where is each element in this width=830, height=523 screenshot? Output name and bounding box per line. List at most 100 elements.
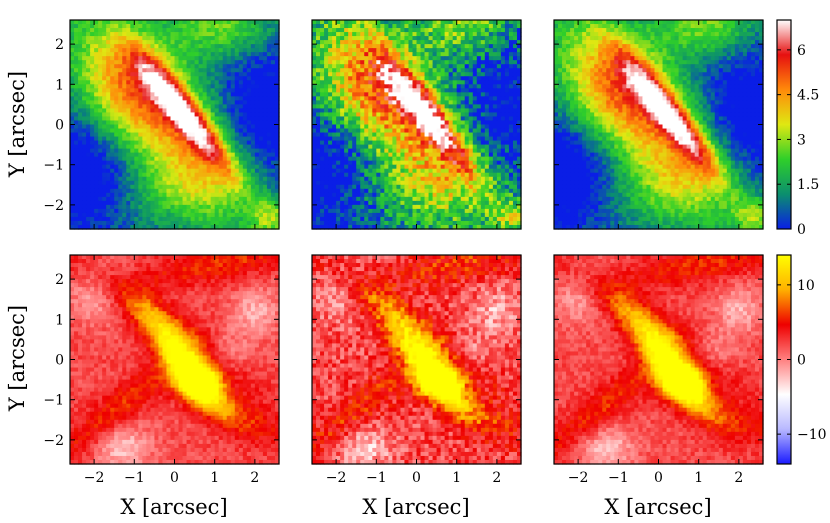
heatmap-cell <box>456 84 462 89</box>
heatmap-cell <box>254 40 260 45</box>
heatmap-cell <box>74 188 79 194</box>
heatmap-cell <box>154 68 160 73</box>
heatmap-cell <box>324 120 329 126</box>
heatmap-cell <box>198 164 204 170</box>
heatmap-cell <box>266 184 272 190</box>
heatmap-cell <box>452 128 458 134</box>
heatmap-cell <box>336 156 341 162</box>
heatmap-cell <box>270 20 276 25</box>
heatmap-cell <box>372 144 377 150</box>
heatmap-cell <box>222 96 228 101</box>
heatmap-cell <box>134 96 139 101</box>
heatmap-cell <box>340 136 345 142</box>
heatmap-cell <box>508 172 514 178</box>
heatmap-cell <box>126 140 131 146</box>
heatmap-cell <box>320 96 325 101</box>
heatmap-cell <box>158 220 164 226</box>
heatmap-cell <box>206 180 212 186</box>
heatmap-cell <box>356 128 361 134</box>
heatmap-cell <box>86 92 91 97</box>
heatmap-cell <box>78 84 83 89</box>
heatmap-cell <box>400 124 406 130</box>
heatmap-cell <box>126 88 131 93</box>
heatmap-cell <box>392 44 397 49</box>
heatmap-cell <box>162 204 168 210</box>
heatmap-cell <box>492 24 498 29</box>
heatmap-cell <box>516 24 522 29</box>
heatmap-cell <box>122 224 127 230</box>
heatmap-cell <box>392 192 397 198</box>
heatmap-cell <box>336 180 341 186</box>
heatmap-cell <box>312 48 317 53</box>
heatmap-cell <box>182 184 188 190</box>
heatmap-cell <box>440 104 446 110</box>
heatmap-cell <box>122 196 127 202</box>
heatmap-cell <box>134 56 139 61</box>
heatmap-cell <box>262 84 268 89</box>
heatmap-cell <box>274 184 280 190</box>
heatmap-cell <box>82 168 87 174</box>
heatmap-cell <box>90 144 95 150</box>
heatmap-cell <box>452 96 458 101</box>
heatmap-cell <box>162 40 168 45</box>
heatmap-cell <box>444 152 450 158</box>
heatmap-cell <box>320 128 325 134</box>
heatmap-cell <box>508 72 514 77</box>
heatmap-cell <box>340 176 345 182</box>
heatmap-cell <box>360 188 365 194</box>
heatmap-cell <box>448 92 454 97</box>
heatmap-cell <box>496 104 502 110</box>
heatmap-cell <box>190 176 196 182</box>
heatmap-cell <box>480 88 486 93</box>
heatmap-cell <box>242 148 248 154</box>
heatmap-cell <box>206 208 212 214</box>
heatmap-cell <box>238 64 244 69</box>
heatmap-cell <box>94 48 99 53</box>
heatmap-cell <box>250 196 256 202</box>
heatmap-cell <box>380 112 385 118</box>
heatmap-cell <box>400 176 406 182</box>
heatmap-cell <box>142 124 147 130</box>
heatmap-cell <box>432 80 438 85</box>
heatmap-cell <box>78 224 83 230</box>
heatmap-cell <box>174 20 180 25</box>
heatmap-cell <box>336 100 341 105</box>
heatmap-cell <box>110 212 115 218</box>
heatmap-cell <box>512 168 518 174</box>
heatmap-cell <box>154 224 160 230</box>
heatmap-cell <box>508 124 514 130</box>
heatmap-cell <box>440 40 446 45</box>
heatmap-cell <box>106 96 111 101</box>
heatmap-cell <box>368 116 373 122</box>
heatmap-cell <box>464 116 470 122</box>
heatmap-cell <box>420 172 426 178</box>
heatmap-cell <box>94 204 99 210</box>
heatmap-cell <box>158 224 164 230</box>
heatmap-cell <box>328 128 333 134</box>
heatmap-cell <box>226 52 232 57</box>
heatmap-cell <box>316 192 321 198</box>
heatmap-cell <box>126 148 131 154</box>
heatmap-cell <box>352 120 357 126</box>
heatmap-cell <box>424 156 430 162</box>
heatmap-cell <box>440 32 446 37</box>
heatmap-cell <box>476 124 482 130</box>
heatmap-cell <box>130 128 135 134</box>
heatmap-cell <box>94 220 99 226</box>
heatmap-cell <box>500 92 506 97</box>
heatmap-cell <box>400 92 406 97</box>
heatmap-cell <box>254 192 260 198</box>
heatmap-cell <box>218 220 224 226</box>
heatmap-cell <box>118 152 123 158</box>
heatmap-cell <box>472 172 478 178</box>
heatmap-cell <box>492 96 498 101</box>
heatmap-cell <box>504 64 510 69</box>
heatmap-cell <box>312 96 317 101</box>
heatmap-cell <box>158 200 164 206</box>
heatmap-cell <box>214 80 220 85</box>
heatmap-cell <box>142 64 147 69</box>
heatmap-cell <box>102 76 107 81</box>
heatmap-cell <box>408 80 414 85</box>
heatmap-cell <box>238 156 244 162</box>
heatmap-cell <box>372 48 377 53</box>
